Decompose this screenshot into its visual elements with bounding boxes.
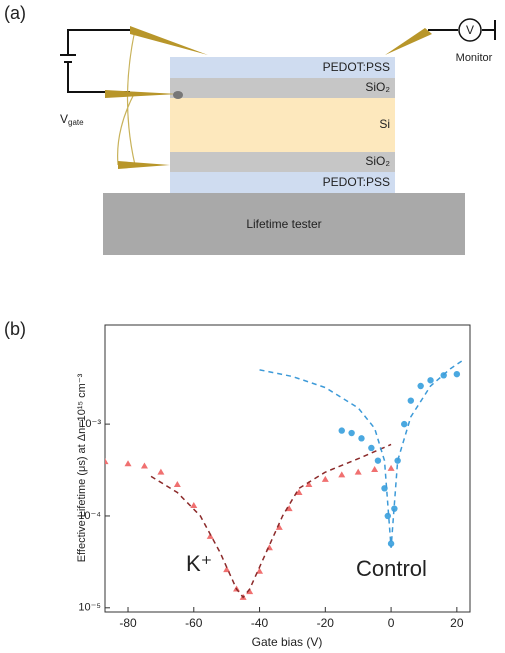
x-tick-label: 20 — [450, 616, 464, 630]
fit-line — [259, 359, 464, 548]
y-tick-label: 10⁻³ — [79, 418, 101, 430]
triangle-point — [157, 468, 165, 475]
circle-point — [391, 505, 398, 512]
layer — [170, 78, 395, 98]
stack: PEDOT:PSS SiO₂ Si SiO₂ PEDOT:PSS Lifetim… — [103, 57, 465, 255]
tester-label: Lifetime tester — [246, 217, 321, 231]
circle-point — [387, 540, 395, 547]
plot-frame — [104, 324, 471, 613]
triangle-point — [295, 489, 303, 496]
triangle-point — [321, 475, 329, 482]
circle-point — [427, 377, 434, 384]
vgate-sub: gate — [68, 118, 84, 127]
layer-label: PEDOT:PSS — [323, 175, 390, 189]
layer-label: SiO₂ — [365, 154, 390, 168]
circle-point — [407, 397, 415, 404]
circle-point — [417, 382, 424, 390]
circle-point — [384, 512, 391, 520]
circle-point — [394, 457, 401, 464]
triangle-point — [354, 468, 362, 475]
vgate-label: Vgate — [60, 112, 84, 127]
panel-label: (a) — [4, 3, 26, 23]
y-tick-label: 10⁻⁴ — [78, 510, 101, 522]
circle-point — [368, 444, 375, 452]
triangle-point — [371, 466, 379, 473]
x-tick-label: -80 — [119, 616, 137, 630]
annotation: Control — [356, 556, 427, 581]
layer-label: Si — [379, 117, 390, 131]
layer — [170, 152, 395, 172]
x-axis-label: Gate bias (V) — [252, 635, 323, 649]
triangle-point — [275, 523, 283, 530]
triangle-point — [206, 532, 214, 539]
layer-label: SiO₂ — [365, 80, 390, 94]
plot-area — [105, 359, 464, 600]
circuit — [60, 18, 496, 169]
triangle-point — [338, 471, 346, 478]
vgate-main: V — [60, 112, 68, 126]
circle-point — [338, 427, 345, 434]
panel-label: (b) — [4, 319, 26, 339]
x-tick-label: -20 — [317, 616, 335, 630]
y-tick-label: 10⁻⁵ — [78, 602, 101, 614]
triangle-point — [285, 505, 293, 512]
triangle-point — [305, 481, 313, 488]
triangle-point — [223, 566, 231, 573]
layer-label: PEDOT:PSS — [323, 60, 390, 74]
triangle-point — [387, 464, 395, 471]
triangle-point — [124, 460, 132, 467]
layer — [170, 57, 395, 78]
circle-point — [348, 429, 355, 437]
x-tick-label: 0 — [388, 616, 395, 630]
triangle-point — [256, 567, 264, 574]
y-axis-label: Effective Lifetime (μs) at Δn=10¹⁵ cm⁻³ — [76, 373, 88, 562]
fit-line — [150, 443, 392, 599]
triangle-point — [190, 501, 198, 508]
circle-point — [358, 435, 365, 442]
triangle-point — [173, 481, 181, 488]
circle-point — [374, 457, 382, 464]
layer — [170, 172, 395, 193]
monitor-label: Monitor — [456, 52, 493, 64]
triangle-point — [246, 588, 254, 595]
tester — [103, 193, 465, 255]
triangle-point — [140, 462, 148, 469]
annotation: K⁺ — [186, 551, 212, 576]
x-tick-label: -40 — [251, 616, 269, 630]
circle-point — [401, 420, 408, 428]
triangle-point — [105, 458, 109, 465]
meter-label: V — [466, 23, 474, 37]
x-tick-label: -60 — [185, 616, 203, 630]
circle-point — [453, 370, 461, 378]
layer — [170, 98, 395, 152]
